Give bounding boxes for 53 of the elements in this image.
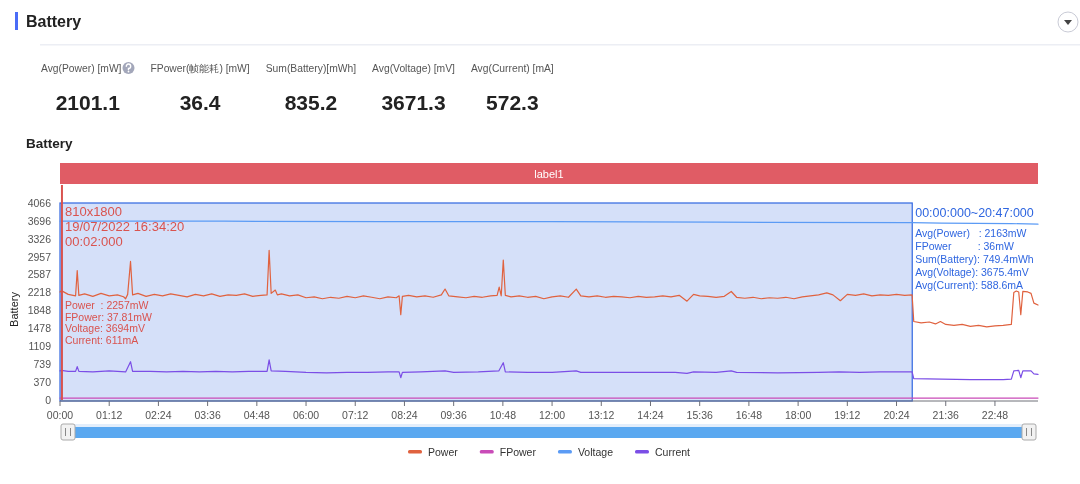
category-label: Avg(Voltage) [mV]	[372, 63, 456, 74]
chart-subtitle: label1	[534, 167, 564, 180]
y-tick-label: 1478	[27, 322, 52, 335]
y-tick-label: 739	[33, 358, 52, 370]
x-tick-label: 13:12	[588, 409, 615, 421]
x-tick-label: 01:12	[96, 409, 123, 421]
x-tick-label: 20:24	[883, 409, 910, 421]
x-tick-label: 03:36	[194, 409, 221, 421]
category-label: Avg(Power) [mW]	[41, 63, 122, 74]
text: 810x1800 19/07/2022 16:34:20 00:02:000 Power : 2257mW FPower: 37.81mW Voltage: 3694mV Current: 611mA	[64, 204, 185, 346]
y-tick-label: 1109	[28, 340, 52, 353]
legend-label: Current	[654, 445, 691, 458]
y-tick-label: 1848	[27, 304, 52, 317]
x-tick-label: 21:36	[932, 409, 960, 421]
y-tick-label: 3326	[27, 232, 52, 245]
legend-label: Voltage	[577, 445, 614, 458]
y-tick-label: 0	[45, 393, 52, 406]
x-tick-label: 15:36	[686, 409, 713, 421]
category-label: Avg(Current) [mA]	[470, 63, 554, 74]
y-tick-label: 2587	[27, 268, 52, 281]
legend-label: FPower	[499, 445, 537, 458]
x-tick-label: 14:24	[637, 409, 664, 421]
x-tick-label: 19:12	[834, 409, 861, 421]
line-series	[59, 359, 1039, 381]
x-tick-label: 02:24	[145, 409, 172, 421]
x-tick-label: 08:24	[391, 409, 418, 421]
data-label: 3671.3	[381, 91, 446, 114]
y-tick-label: 2957	[27, 250, 52, 263]
data-label: 36.4	[179, 91, 221, 114]
data-label: 572.3	[486, 91, 539, 114]
band-label: 00:00:000~20:47:000 Avg(Power) : 2163mW FPower : 36mW Sum(Battery): 749.4mWh Avg(Voltage): 3675.4mV Avg(Current): 588.6mA	[915, 206, 1034, 291]
x-tick-label: 10:48	[489, 409, 517, 421]
y-tick-label: 370	[33, 375, 52, 388]
x-tick-label: 07:12	[342, 409, 369, 421]
x-tick-label: 06:00	[292, 409, 320, 421]
x-tick-label: 04:48	[243, 409, 271, 421]
y-tick-label: 3696	[27, 214, 52, 227]
data-label: 835.2	[284, 91, 338, 114]
chart-title: Battery	[26, 136, 74, 151]
text: Battery	[26, 13, 82, 30]
x-tick-label: 00:00	[46, 409, 74, 421]
category-label: FPower(帧能耗) [mW]	[150, 63, 250, 74]
x-tick-label: 16:48	[735, 409, 763, 421]
y-tick-label: 4066	[27, 196, 52, 209]
y-tick-label: 2218	[27, 286, 52, 299]
x-tick-label: 18:00	[784, 409, 812, 421]
category-label: Sum(Battery)[mWh]	[265, 63, 357, 74]
x-tick-label: 09:36	[440, 409, 467, 421]
data-label: 2101.1	[55, 91, 121, 114]
y-axis-title: Battery	[8, 291, 20, 327]
x-tick-label: 12:00	[538, 409, 566, 421]
x-tick-label: 22:48	[981, 409, 1009, 421]
legend-label: Power	[427, 445, 459, 458]
